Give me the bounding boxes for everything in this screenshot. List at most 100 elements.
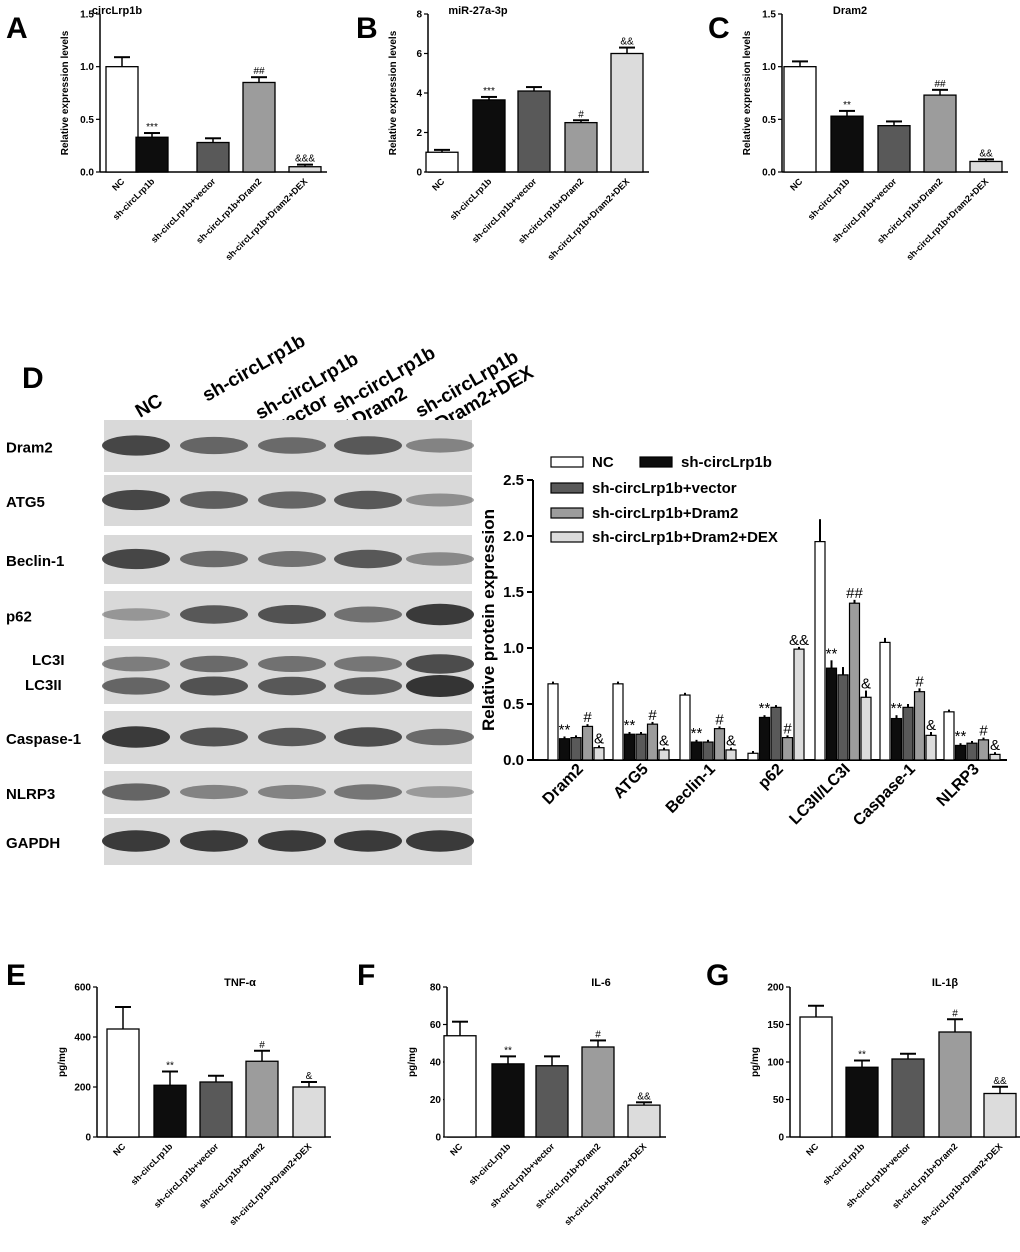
- bar: [799, 1016, 833, 1138]
- bar: [977, 739, 990, 761]
- bar: [288, 166, 322, 173]
- y-tick-label: 20: [430, 1095, 442, 1106]
- y-tick-label: 1.0: [503, 640, 524, 657]
- y-tick-label: 0: [778, 1133, 784, 1144]
- bar: [713, 728, 726, 761]
- y-tick-label: 200: [74, 1083, 91, 1094]
- y-tick-label: 1.5: [80, 10, 94, 21]
- bar: [570, 736, 582, 761]
- y-tick-label: 1.5: [762, 10, 776, 21]
- blot-band: [258, 784, 326, 800]
- blot-band: [102, 435, 170, 456]
- panel-letter-a: A: [6, 12, 28, 45]
- blot-band: [258, 830, 326, 852]
- blot-column-label: NC: [132, 390, 167, 422]
- significance-mark: ***: [483, 86, 495, 97]
- blot-band: [102, 656, 170, 672]
- significance-mark: &: [594, 730, 604, 747]
- blot-band: [258, 491, 326, 509]
- y-tick-label: 600: [74, 983, 91, 994]
- bar: [925, 734, 937, 761]
- y-tick-label: 0.0: [80, 168, 94, 179]
- y-tick-label: 1.0: [762, 62, 776, 73]
- bar: [938, 1031, 972, 1138]
- y-tick-label: 0.5: [503, 696, 524, 713]
- blot-strip: [104, 646, 472, 704]
- panel-letter-d: D: [22, 362, 44, 395]
- bar: [196, 141, 230, 173]
- bar: [830, 115, 864, 173]
- blot-band: [102, 548, 170, 570]
- blot-band: [406, 654, 474, 674]
- chart-f: IL-6 0 20 40 60 80 pg/mg NC ** sh-circLrp1b sh-cir…: [407, 977, 666, 1227]
- bar: [135, 136, 169, 173]
- significance-mark: #: [915, 673, 924, 690]
- chart-title: circLrp1b: [92, 5, 142, 17]
- x-tick-label: ATG5: [610, 761, 651, 802]
- bar: [758, 716, 771, 761]
- blot-band: [406, 675, 474, 697]
- blot-band: [102, 489, 170, 511]
- bar: [825, 667, 838, 761]
- chart-title: Dram2: [833, 5, 867, 17]
- x-tick-label: sh-circLrp1b+Dram2+DEX: [223, 176, 309, 262]
- significance-mark: &: [659, 733, 669, 750]
- bar: [860, 696, 872, 761]
- bar: [923, 94, 957, 173]
- bar: [558, 738, 571, 761]
- blot-band: [102, 830, 170, 852]
- bar: [472, 99, 506, 173]
- x-tick-label: NC: [111, 1141, 128, 1158]
- significance-mark: **: [166, 1061, 174, 1072]
- legend-label: NC: [592, 454, 614, 471]
- significance-mark: &: [726, 733, 736, 750]
- blot-row-label: NLRP3: [6, 786, 55, 803]
- bar: [983, 1092, 1017, 1138]
- chart-d: 0.0 0.5 1.0 1.5 2.0 2.5 Relative protein expre…: [479, 454, 1007, 829]
- chart-a: circLrp1b 0.0 0.5 1.0 1.5 Relative expression…: [60, 5, 327, 262]
- legend-swatch: [550, 456, 584, 468]
- panel-letter-c: C: [708, 12, 730, 45]
- significance-mark: &: [926, 717, 936, 734]
- significance-mark: &: [990, 737, 1000, 754]
- bar: [989, 753, 1001, 761]
- bar: [627, 1104, 661, 1138]
- bar: [292, 1086, 326, 1138]
- panel-letter-f: F: [357, 959, 375, 992]
- significance-mark: &&: [637, 1091, 651, 1102]
- blot-band: [334, 727, 402, 747]
- significance-mark: ***: [146, 122, 158, 133]
- significance-mark: **: [955, 728, 967, 745]
- bar: [690, 741, 703, 761]
- y-axis-label: Relative protein expression: [479, 509, 498, 731]
- bar: [612, 683, 624, 761]
- blot-band: [406, 493, 474, 507]
- blot-band: [258, 437, 326, 454]
- x-tick-label: sh-circLrp1b+Dram2+DEX: [227, 1141, 313, 1227]
- blot-row-label: LC3I: [32, 652, 65, 669]
- x-tick-label: NLRP3: [934, 761, 983, 810]
- y-tick-label: 0: [435, 1133, 441, 1144]
- x-tick-label: sh-circLrp1b: [806, 176, 852, 222]
- western-blot: NCsh-circLrp1bsh-circLrp1b+vectorsh-circ…: [6, 331, 538, 865]
- significance-mark: **: [858, 1050, 866, 1061]
- bar: [913, 691, 926, 761]
- x-tick-label: NC: [430, 176, 447, 193]
- blot-band: [102, 608, 170, 621]
- y-axis-label: pg/mg: [750, 1047, 761, 1077]
- blot-band: [258, 676, 326, 696]
- bar: [902, 706, 914, 761]
- x-tick-label: sh-circLrp1b: [821, 1141, 867, 1187]
- chart-g: IL-1β 0 50 100 150 200 pg/mg NC ** sh-circLrp1b sh…: [750, 977, 1020, 1227]
- legend-swatch: [550, 482, 584, 494]
- bar: [564, 121, 598, 173]
- bar: [535, 1065, 569, 1138]
- blot-row-label: Beclin-1: [6, 553, 64, 570]
- bar: [581, 1046, 615, 1138]
- bar: [877, 125, 911, 173]
- blot-column-label-line: NC: [132, 390, 167, 422]
- blot-band: [406, 728, 474, 746]
- y-tick-label: 50: [773, 1095, 785, 1106]
- panel-letter-g: G: [706, 959, 729, 992]
- significance-mark: **: [691, 725, 703, 742]
